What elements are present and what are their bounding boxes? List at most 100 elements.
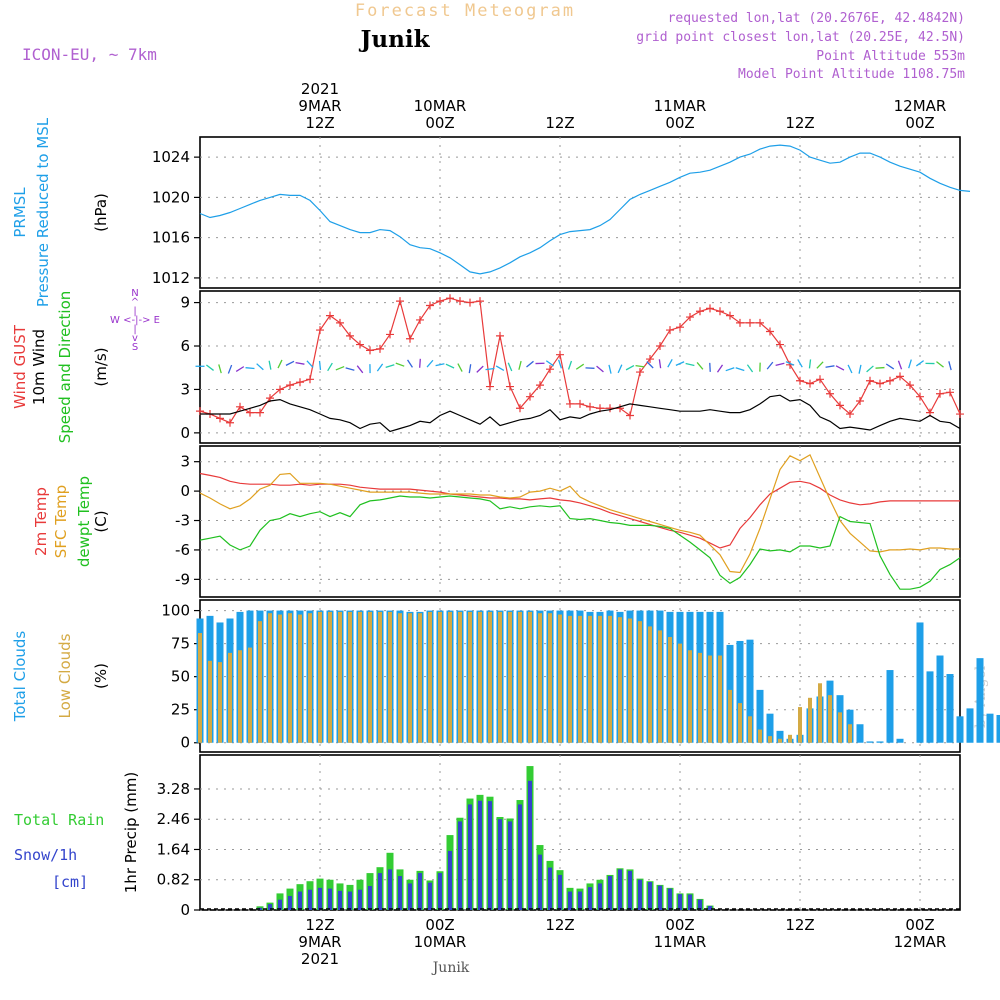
wind-direction-arrow: [808, 359, 812, 369]
gust-marker: [896, 372, 904, 381]
top-time-label: 00Z: [425, 114, 454, 132]
low-cloud-bar: [698, 652, 702, 743]
top-time-label: 00Z: [665, 114, 694, 132]
gust-marker: [736, 318, 744, 327]
top-time-label: 9MAR: [298, 97, 341, 115]
low-cloud-bar: [618, 617, 622, 743]
snow-bar: [278, 899, 282, 910]
bottom-time-label: 11MAR: [654, 933, 707, 951]
total-cloud-bar: [916, 622, 924, 743]
wind-direction-arrow: [775, 362, 785, 367]
low-cloud-bar: [728, 689, 732, 743]
low-cloud-bar: [498, 611, 502, 743]
gust-marker: [506, 382, 514, 391]
low-cloud-bar: [238, 650, 242, 743]
y-tick-label: 1.64: [157, 840, 190, 858]
y-tick-label: 3: [180, 453, 190, 471]
y-tick-label: 0: [180, 424, 190, 442]
top-time-label: 00Z: [905, 114, 934, 132]
gust-marker: [446, 294, 454, 303]
wind-direction-arrow: [356, 365, 364, 374]
wind-direction-arrow: [785, 361, 795, 366]
snow-bar: [628, 870, 632, 910]
bottom-time-label: 00Z: [425, 916, 454, 934]
bottom-time-label: 12Z: [545, 916, 574, 934]
y-axis-label: (m/s): [92, 347, 110, 386]
grid-coordinates: grid point closest lon,lat (20.25E, 42.5…: [636, 30, 965, 45]
low-cloud-bar: [638, 621, 642, 743]
y-tick-label: 0: [180, 901, 190, 919]
panel-frame: [199, 754, 961, 911]
total-cloud-bar: [956, 716, 964, 743]
snow-bar: [638, 879, 642, 910]
wind-direction-arrow: [646, 361, 654, 369]
gust-marker: [746, 318, 754, 327]
wind-direction-arrow: [915, 360, 925, 367]
snow-bar: [418, 873, 422, 910]
forecast-title: Forecast Meteogram: [355, 1, 575, 21]
low-cloud-bar: [208, 660, 212, 743]
y-tick-label: 100: [161, 602, 190, 620]
low-cloud-bar: [318, 611, 322, 743]
low-cloud-bar: [508, 611, 512, 743]
snow-bar: [358, 889, 362, 910]
low-cloud-bar: [738, 703, 742, 743]
snow-bar: [398, 876, 402, 910]
bottom-time-label: 2021: [301, 950, 339, 968]
low-cloud-bar: [488, 611, 492, 743]
gust-marker: [886, 376, 894, 385]
gust-marker: [676, 323, 684, 332]
gust-marker: [236, 402, 244, 411]
gust-marker: [856, 397, 864, 406]
top-time-label: 2021: [301, 80, 339, 98]
gust-marker: [526, 392, 534, 401]
y-tick-label: 6: [180, 337, 190, 355]
gust-marker: [436, 297, 444, 306]
low-cloud-bar: [718, 655, 722, 743]
snow-bar: [578, 891, 582, 910]
snow-bar: [528, 780, 532, 910]
low-cloud-bar: [248, 647, 252, 743]
wind-direction-arrow: [268, 360, 272, 370]
wind-direction-arrow: [426, 359, 434, 368]
wind-direction-arrow: [485, 367, 495, 371]
snow-bar: [378, 873, 382, 910]
wind-direction-arrow: [936, 361, 944, 368]
bottom-time-label: 9MAR: [298, 933, 341, 951]
wind-direction-arrow: [545, 360, 555, 367]
wind-direction-arrow: [797, 359, 803, 368]
gust-marker: [876, 379, 884, 388]
snow-bar: [668, 888, 672, 910]
wind-direction-arrow: [557, 359, 563, 369]
low-cloud-bar: [418, 613, 422, 743]
total-cloud-bar: [966, 708, 974, 743]
gust-marker: [306, 375, 314, 384]
low-cloud-bar: [268, 613, 272, 743]
y-tick-label: 9: [180, 294, 190, 312]
top-time-label: 11MAR: [654, 97, 707, 115]
low-cloud-bar: [688, 650, 692, 743]
snow-bar: [298, 891, 302, 910]
wind-direction-arrow: [696, 362, 704, 370]
y-tick-label: 75: [171, 635, 190, 653]
snow-bar: [408, 883, 412, 910]
wind-compass-label: |: [133, 324, 136, 335]
gust-marker: [806, 379, 814, 388]
gust-marker: [956, 410, 964, 419]
gust-marker: [696, 307, 704, 316]
low-cloud-bar: [708, 655, 712, 743]
snow-bar: [538, 854, 542, 910]
gust-marker: [256, 408, 264, 417]
series-label: PRMSL: [11, 187, 29, 238]
requested-coordinates: requested lon,lat (20.2676E, 42.4842N): [668, 11, 965, 26]
gust-marker: [846, 410, 854, 419]
gust-marker: [556, 350, 564, 359]
wind-direction-arrow: [218, 364, 222, 374]
low-cloud-bar: [658, 630, 662, 743]
snow-bar: [568, 891, 572, 910]
snow-bar: [348, 891, 352, 910]
series-label: Wind GUST: [11, 324, 29, 409]
wind-compass-label: |: [133, 306, 136, 317]
wind-direction-arrow: [245, 367, 255, 370]
y-tick-label: 1012: [152, 269, 190, 287]
